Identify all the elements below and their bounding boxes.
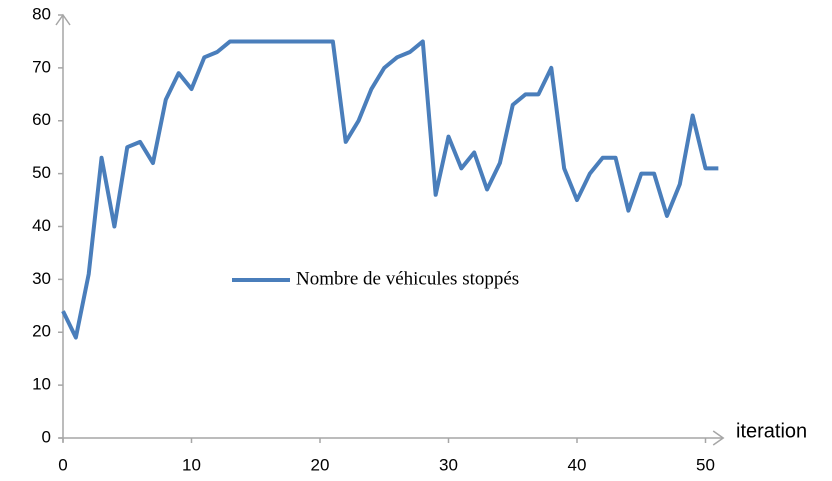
x-tick-label: 0 xyxy=(58,455,67,474)
y-tick-label: 60 xyxy=(32,110,51,129)
y-tick-label: 80 xyxy=(32,4,51,23)
y-tick-label: 0 xyxy=(42,427,51,446)
y-tick-label: 70 xyxy=(32,57,51,76)
y-tick-label: 30 xyxy=(32,269,51,288)
x-tick-label: 40 xyxy=(568,455,587,474)
data-line xyxy=(61,39,719,340)
x-tick-label: 30 xyxy=(439,455,458,474)
y-tick-label: 40 xyxy=(32,216,51,235)
x-axis-arrow xyxy=(712,430,725,446)
y-tick-label: 10 xyxy=(32,375,51,394)
legend-label: Nombre de véhicules stoppés xyxy=(296,268,519,289)
x-tick-label: 10 xyxy=(182,455,201,474)
x-axis-label: iteration xyxy=(736,420,807,442)
y-tick-label: 20 xyxy=(32,322,51,341)
x-tick-label: 20 xyxy=(311,455,330,474)
x-tick-label: 50 xyxy=(696,455,715,474)
y-tick-label: 50 xyxy=(32,163,51,182)
